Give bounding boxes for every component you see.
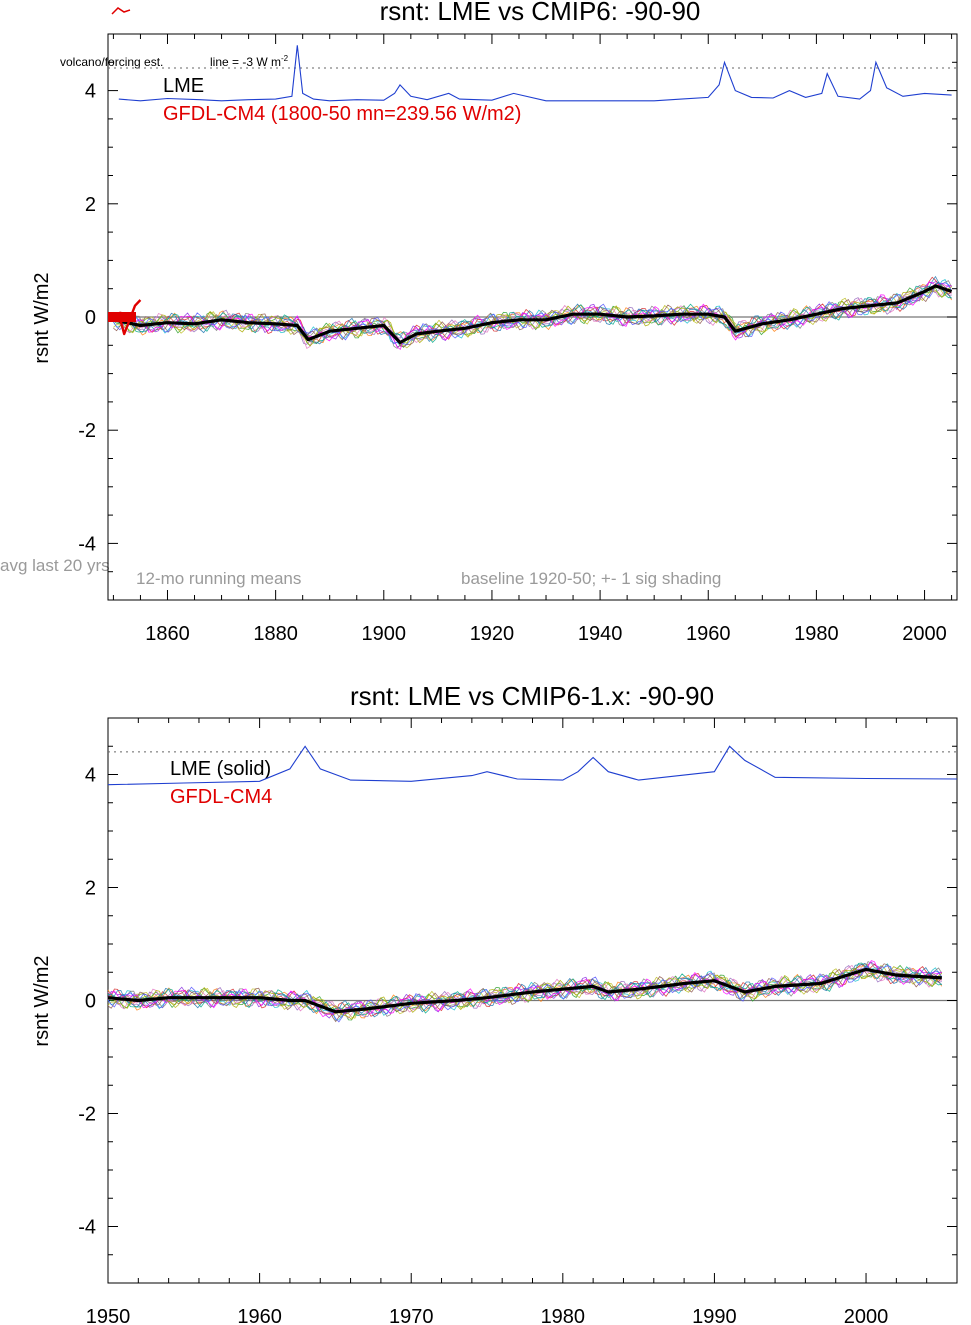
- top-chart-y-axis-label: rsnt W/m2: [31, 272, 53, 363]
- y-tick-label: -2: [78, 1104, 96, 1126]
- x-tick-label: 1980: [541, 1306, 586, 1325]
- gfdl-cm4-marker: [108, 312, 136, 322]
- y-tick-label: -4: [78, 1217, 96, 1239]
- x-tick-label: 1920: [470, 623, 515, 645]
- lme-mean-line: [113, 284, 953, 345]
- y-tick-label: 2: [85, 878, 96, 900]
- lme-mean-line: [107, 967, 942, 1014]
- x-tick-label: 2000: [902, 623, 947, 645]
- x-tick-label: 1980: [794, 623, 839, 645]
- running-means-note: 12-mo running means: [136, 569, 301, 588]
- ensemble-member-line: [113, 281, 952, 348]
- y-tick-label: -4: [78, 533, 96, 555]
- y-tick-label: -2: [78, 420, 96, 442]
- y-tick-label: 2: [85, 194, 96, 216]
- gfdl-cm4-top-mark: [111, 7, 131, 15]
- top-chart-title: rsnt: LME vs CMIP6: -90-90: [380, 0, 701, 26]
- line-note-superscript: -2: [281, 54, 289, 63]
- y-tick-label: 0: [85, 991, 96, 1013]
- x-tick-label: 1950: [86, 1306, 131, 1325]
- legend-gfdl-cm4: GFDL-CM4 (1800-50 mn=239.56 W/m2): [163, 103, 521, 125]
- bottom-chart-y-axis-label: rsnt W/m2: [31, 955, 53, 1046]
- ensemble-member-line: [107, 964, 942, 1017]
- bottom-chart-title: rsnt: LME vs CMIP6-1.x: -90-90: [350, 681, 714, 711]
- x-tick-label: 1940: [578, 623, 623, 645]
- legend-lme: LME: [163, 75, 204, 97]
- legend-gfdl-cm4-bottom: GFDL-CM4: [170, 786, 272, 808]
- top-chart-panel: rsnt: LME vs CMIP6: -90-90 rsnt W/m2 vol…: [0, 0, 958, 645]
- bottom-chart-panel: rsnt: LME vs CMIP6-1.x: -90-90 rsnt W/m2…: [31, 681, 958, 1325]
- x-tick-label: 2000: [844, 1306, 889, 1325]
- avg-note: avg last 20 yrs: [0, 556, 110, 575]
- x-tick-label: 1860: [145, 623, 190, 645]
- y-tick-label: 0: [85, 307, 96, 329]
- x-tick-label: 1900: [362, 623, 407, 645]
- line-note-text: line = -3 W m: [210, 55, 281, 69]
- baseline-note: baseline 1920-50; +- 1 sig shading: [461, 569, 721, 588]
- x-tick-label: 1990: [692, 1306, 737, 1325]
- x-tick-label: 1960: [237, 1306, 282, 1325]
- x-tick-label: 1970: [389, 1306, 434, 1325]
- x-tick-label: 1880: [253, 623, 298, 645]
- legend-lme-solid: LME (solid): [170, 758, 271, 780]
- ensemble-member-line: [107, 963, 943, 1019]
- volcano-forcing-line: [118, 45, 952, 102]
- y-tick-label: 4: [85, 81, 96, 103]
- line-note: line = -3 W m-2: [210, 54, 289, 69]
- x-tick-label: 1960: [686, 623, 731, 645]
- y-tick-label: 4: [85, 765, 96, 787]
- volcano-forcing-line: [107, 745, 958, 786]
